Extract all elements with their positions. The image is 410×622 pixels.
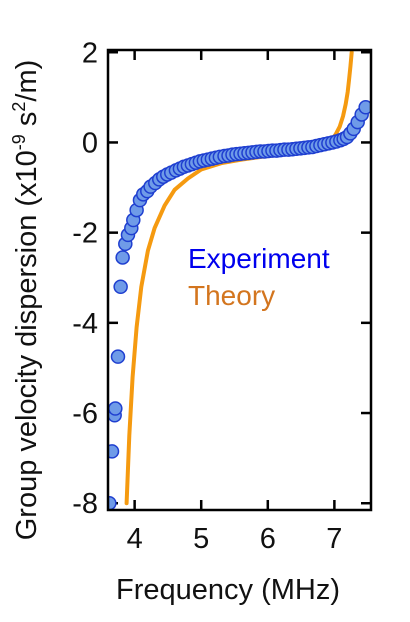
y-axis-title-exponent: -9	[9, 134, 29, 150]
y-tick-label: -4	[72, 308, 98, 340]
y-axis-title-unit: s	[11, 112, 43, 135]
theory-series	[124, 50, 354, 506]
y-tick-label: -8	[72, 488, 98, 520]
experiment-series	[108, 100, 371, 510]
x-tick-label: 7	[326, 523, 342, 555]
x-axis-title: Frequency (MHz)	[116, 574, 340, 606]
legend-theory-label: Theory	[188, 280, 275, 311]
y-axis-title-tail: /m)	[11, 60, 43, 102]
plot-frame	[106, 48, 373, 512]
experiment-point	[108, 495, 117, 510]
y-axis-title-unit-exponent: 2	[9, 102, 29, 112]
y-tick-label: 0	[82, 127, 98, 159]
x-tick-label: 4	[127, 523, 143, 555]
y-tick-label: -6	[72, 398, 98, 430]
y-tick-label: 2	[82, 37, 98, 69]
experiment-point	[110, 349, 126, 364]
x-axis-ticks: 4 5 6 7	[127, 50, 342, 555]
experiment-point	[113, 279, 128, 295]
x-tick-label: 6	[260, 523, 276, 555]
experiment-point	[108, 401, 123, 416]
y-axis-title-main: Group velocity dispersion (x10	[11, 150, 43, 540]
y-axis-title: Group velocity dispersion (x10-9 s2/m)	[9, 60, 43, 541]
y-tick-label: -2	[72, 218, 98, 250]
theory-line	[124, 50, 354, 506]
experiment-point	[358, 100, 371, 115]
experiment-point	[115, 250, 130, 265]
x-tick-label: 5	[193, 523, 209, 555]
legend: Experiment Theory	[188, 243, 330, 311]
legend-experiment-label: Experiment	[188, 243, 330, 274]
experiment-point	[108, 444, 120, 459]
